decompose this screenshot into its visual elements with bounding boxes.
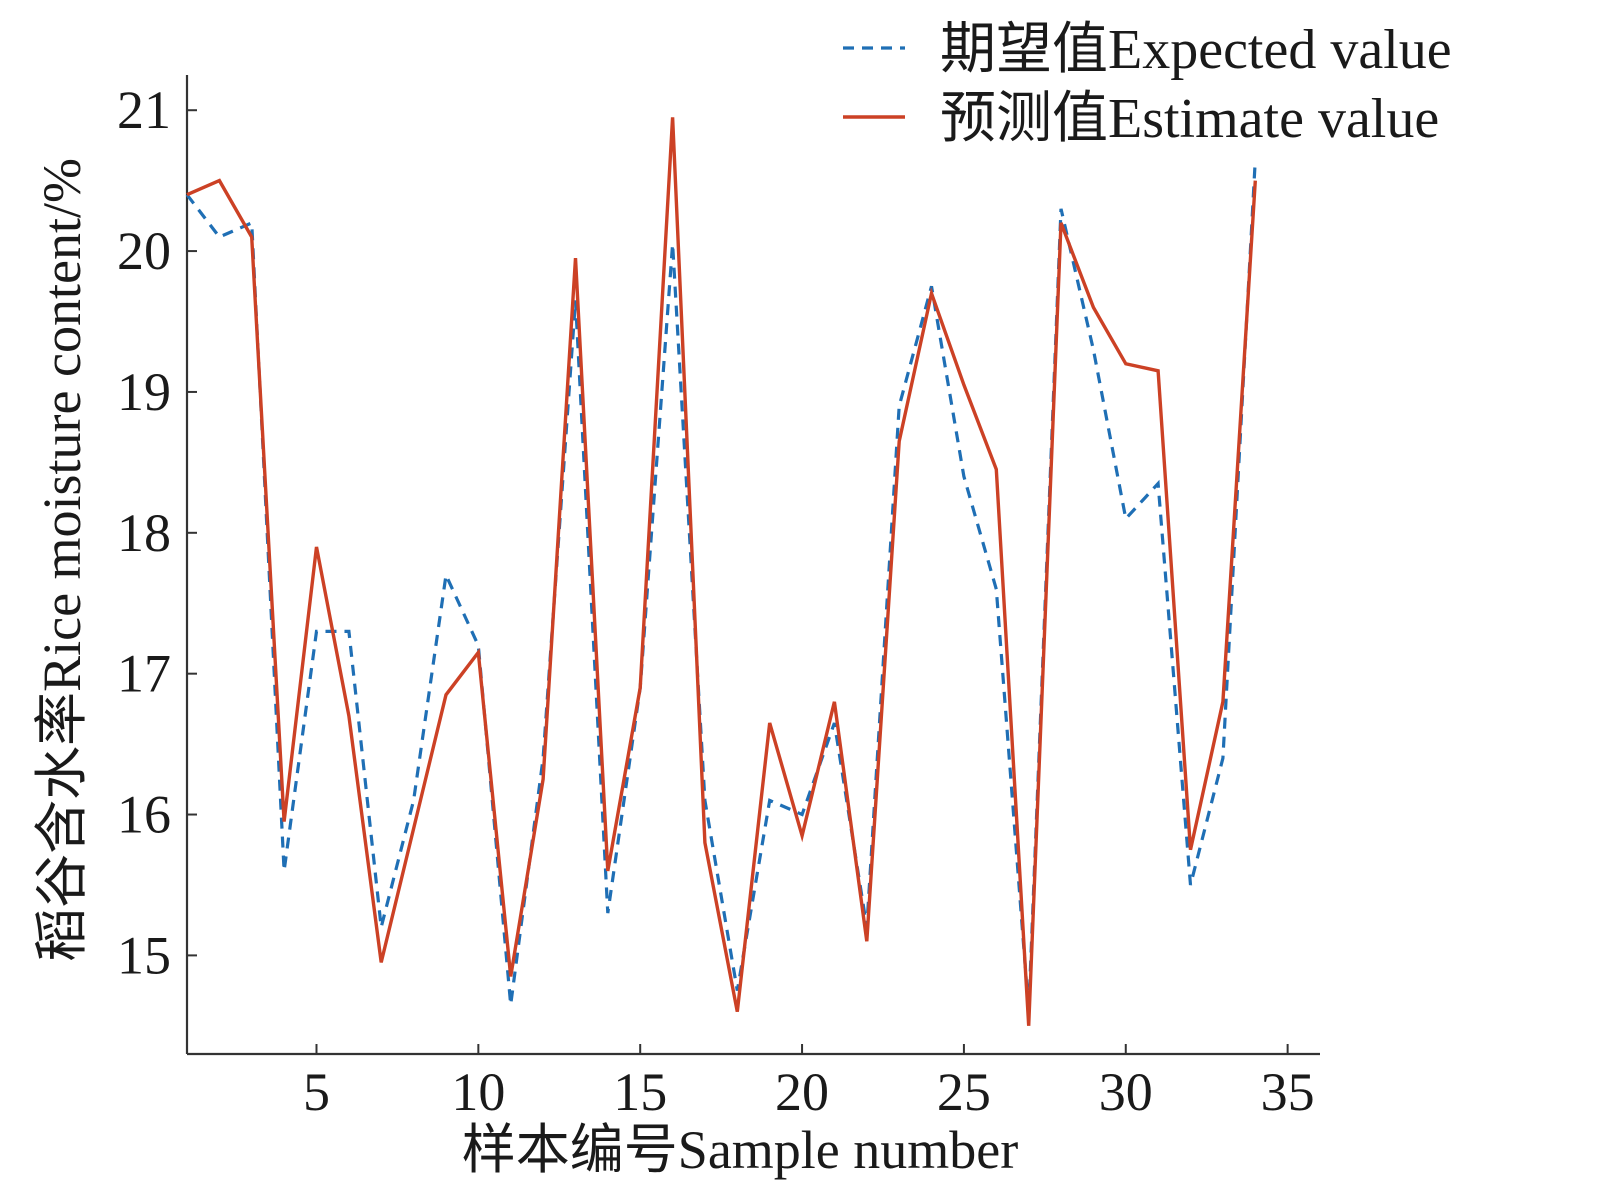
x-tick-label: 20: [775, 1062, 829, 1122]
estimate-value-line: [186, 117, 1257, 1026]
expected-point: [1221, 757, 1224, 760]
expected-point: [671, 242, 674, 245]
expected-point: [315, 630, 318, 633]
expected-point: [1124, 517, 1127, 520]
estimate-point: [865, 940, 868, 943]
expected-point: [380, 926, 383, 929]
x-tick-label: 30: [1099, 1062, 1153, 1122]
y-tick-label: 19: [117, 362, 171, 422]
expected-value-line: [185, 159, 1257, 1012]
y-tick-label: 17: [117, 644, 171, 704]
y-tick-label: 20: [117, 221, 171, 281]
estimate-point: [283, 820, 286, 823]
estimate-point: [801, 834, 804, 837]
estimate-point: [477, 651, 480, 654]
expected-point: [768, 799, 771, 802]
expected-point: [1157, 482, 1160, 485]
estimate-point: [1254, 179, 1257, 182]
expected-point: [930, 285, 933, 288]
expected-point: [218, 235, 221, 238]
expected-point: [1092, 348, 1095, 351]
expected-point: [250, 221, 253, 224]
x-tick-label: 10: [451, 1062, 505, 1122]
expected-point: [477, 644, 480, 647]
estimate-point: [444, 693, 447, 696]
estimate-point: [768, 721, 771, 724]
legend: 期望值Expected value 预测值Estimate value: [843, 19, 1452, 150]
estimate-point: [962, 383, 965, 386]
y-tick-label: 16: [117, 785, 171, 845]
estimate-point: [250, 235, 253, 238]
x-tick-label: 35: [1261, 1062, 1315, 1122]
estimate-point: [1157, 369, 1160, 372]
estimate-point: [1221, 700, 1224, 703]
estimate-point: [380, 961, 383, 964]
legend-label-expected: 期望值Expected value: [940, 19, 1452, 81]
estimate-point: [703, 841, 706, 844]
estimate-point: [1124, 362, 1127, 365]
estimate-point: [509, 975, 512, 978]
estimate-point: [315, 545, 318, 548]
estimate-point: [1059, 221, 1062, 224]
expected-point: [1254, 158, 1257, 161]
y-tick-label: 15: [117, 925, 171, 985]
y-axis-label: 稻谷含水率Rice moisture content/%: [32, 158, 92, 962]
estimate-point: [671, 116, 674, 119]
estimate-point: [1189, 848, 1192, 851]
expected-point: [347, 630, 350, 633]
y-tick-label: 21: [117, 80, 171, 140]
expected-point: [898, 404, 901, 407]
expected-point: [412, 799, 415, 802]
expected-point: [962, 475, 965, 478]
estimate-point: [574, 257, 577, 260]
estimate-point: [347, 714, 350, 717]
expected-point: [444, 574, 447, 577]
estimate-point: [639, 686, 642, 689]
estimate-point: [833, 700, 836, 703]
estimate-point: [218, 179, 221, 182]
y-tick-label: 18: [117, 503, 171, 563]
expected-point: [995, 588, 998, 591]
expected-point: [509, 1003, 512, 1006]
estimate-point: [1027, 1024, 1030, 1027]
x-tick-label: 5: [303, 1062, 330, 1122]
estimate-point: [898, 440, 901, 443]
estimate-point: [606, 869, 609, 872]
estimate-point: [995, 468, 998, 471]
axes: 5 10 15 20 25 30 35 15 16 17 18 19 20 21: [117, 75, 1320, 1122]
expected-point: [1189, 883, 1192, 886]
estimate-point: [542, 778, 545, 781]
expected-point: [283, 869, 286, 872]
expected-point: [1059, 207, 1062, 210]
x-tick-label: 15: [613, 1062, 667, 1122]
expected-point: [801, 813, 804, 816]
estimate-point: [412, 827, 415, 830]
estimate-point: [930, 292, 933, 295]
estimate-point: [1092, 306, 1095, 309]
x-tick-label: 25: [937, 1062, 991, 1122]
estimate-point: [185, 193, 188, 196]
series-lines: [185, 116, 1257, 1027]
legend-label-estimate: 预测值Estimate value: [940, 88, 1439, 150]
estimate-point: [736, 1010, 739, 1013]
x-axis-label: 样本编号Sample number: [462, 1120, 1018, 1180]
expected-point: [606, 912, 609, 915]
